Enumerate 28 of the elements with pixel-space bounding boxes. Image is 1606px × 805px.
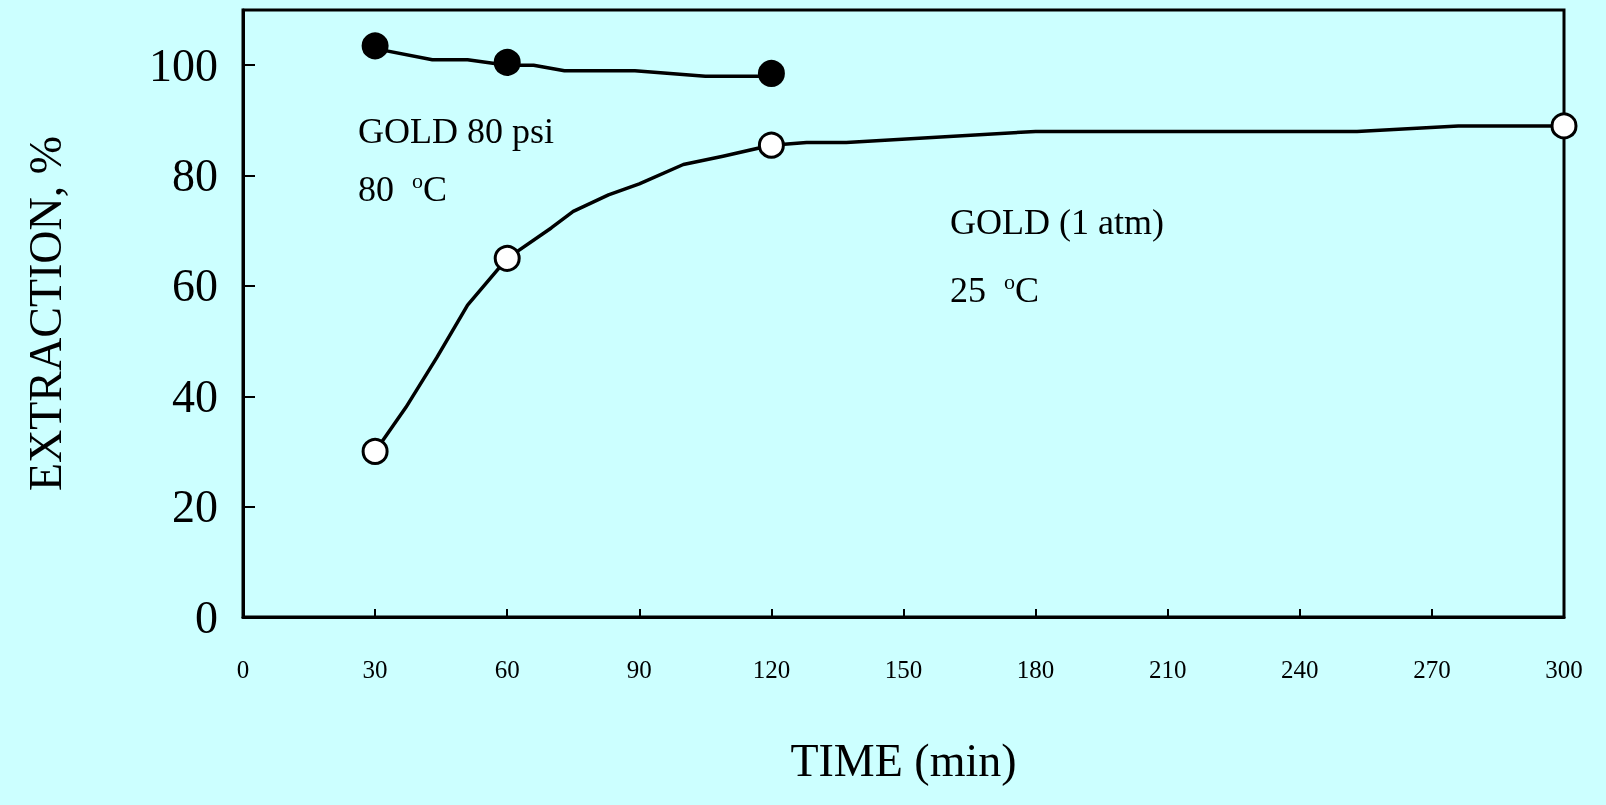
point <box>1550 112 1578 140</box>
y-tick-label: 20 <box>172 481 218 533</box>
point <box>493 244 521 272</box>
point <box>493 48 521 76</box>
y-tick-label: 0 <box>195 591 218 643</box>
point <box>361 32 389 60</box>
x-tick-label: 270 <box>1413 656 1451 683</box>
x-tick-label: 60 <box>494 656 520 683</box>
y-tick-label: 80 <box>172 150 218 202</box>
x-axis-title: TIME (min) <box>790 734 1017 786</box>
y-tick-label: 60 <box>172 260 218 312</box>
x-tick-label: 30 <box>362 656 388 683</box>
x-tick-label: 0 <box>236 656 250 683</box>
x-tick-label: 120 <box>752 656 791 683</box>
x-tick-label: 300 <box>1545 656 1583 683</box>
y-tick-label: 40 <box>172 370 218 422</box>
y-tick-label: 100 <box>149 39 218 91</box>
point <box>361 437 389 465</box>
annotation: GOLD (1 atm) <box>950 202 1164 242</box>
x-tick-label: 240 <box>1281 656 1319 683</box>
annotation: GOLD 80 psi <box>358 111 554 151</box>
x-tick-label: 180 <box>1016 656 1055 683</box>
x-tick-label: 150 <box>884 656 923 683</box>
point <box>757 59 785 87</box>
x-tick-label: 210 <box>1148 656 1187 683</box>
x-tick-label: 90 <box>626 656 652 683</box>
y-axis-title: EXTRACTION, % <box>19 135 71 492</box>
point <box>757 131 785 159</box>
